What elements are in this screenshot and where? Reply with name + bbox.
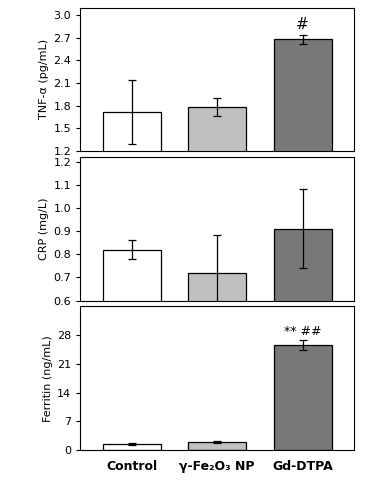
Bar [274,346,332,450]
Y-axis label: TNF-α (pg/mL): TNF-α (pg/mL) [39,40,49,119]
Bar [103,444,161,450]
Bar [103,250,161,440]
Bar [188,108,246,242]
Bar [274,40,332,242]
Bar [274,229,332,440]
Bar [103,112,161,242]
Y-axis label: Ferritin (ng/mL): Ferritin (ng/mL) [43,335,53,422]
Y-axis label: CRP (mg/L): CRP (mg/L) [39,198,49,260]
Text: #: # [296,17,309,32]
Bar [188,442,246,450]
Text: ** ##: ** ## [284,324,322,338]
Bar [188,273,246,440]
